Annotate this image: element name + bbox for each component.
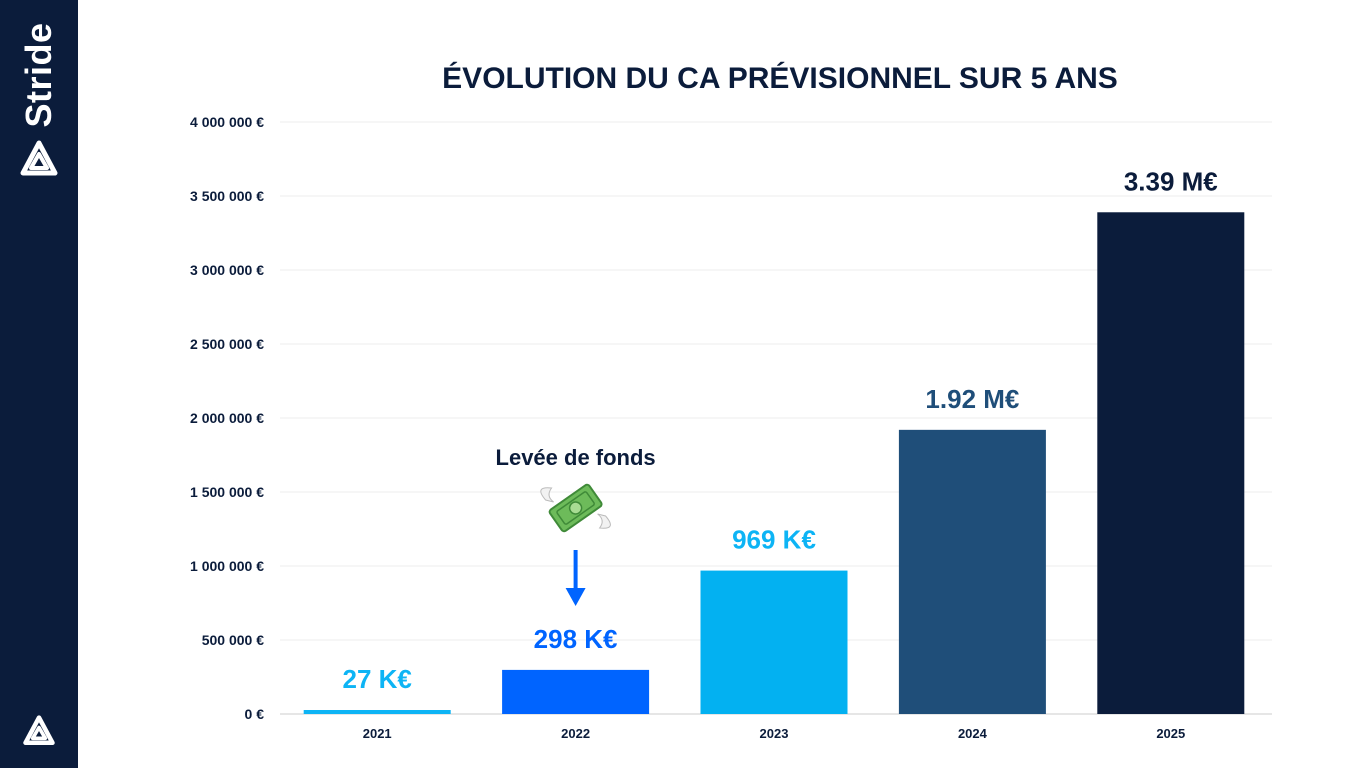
y-tick-label: 4 000 000 €	[190, 114, 264, 130]
data-label-2025: 3.39 M€	[1124, 166, 1218, 196]
y-tick-label: 2 000 000 €	[190, 410, 264, 426]
y-tick-label: 1 500 000 €	[190, 484, 264, 500]
data-label-2023: 969 K€	[732, 525, 816, 555]
y-axis-ticks: 0 € 500 000 € 1 000 000 € 1 500 000 € 2 000 …	[190, 114, 264, 722]
bar-2025	[1097, 212, 1245, 714]
x-tick-label: 2025	[1156, 726, 1185, 741]
chart-title: ÉVOLUTION DU CA PRÉVISIONNEL SUR 5 ANS	[442, 62, 1118, 95]
bar-2024	[898, 429, 1046, 714]
money-with-wings-icon	[540, 483, 611, 533]
stride-logo-icon	[20, 140, 58, 176]
bar-2022	[502, 669, 650, 714]
y-tick-label: 1 000 000 €	[190, 558, 264, 574]
down-arrow-icon	[565, 550, 586, 606]
x-tick-label: 2021	[363, 726, 392, 741]
data-label-2024: 1.92 M€	[925, 384, 1019, 414]
x-tick-label: 2023	[760, 726, 789, 741]
sidebar: Stride	[0, 0, 78, 768]
x-tick-label: 2024	[958, 726, 988, 741]
x-tick-label: 2022	[561, 726, 590, 741]
stride-logo-small-icon	[23, 715, 55, 746]
annotation: Levée de fonds	[496, 445, 656, 606]
data-label-2021: 27 K€	[343, 664, 412, 694]
bars	[303, 212, 1245, 714]
x-axis-ticks: 2021 2022 2023 2024 2025	[363, 726, 1186, 741]
data-label-2022: 298 K€	[534, 624, 618, 654]
y-tick-label: 3 500 000 €	[190, 188, 264, 204]
y-tick-label: 500 000 €	[202, 632, 264, 648]
bar-2023	[700, 570, 848, 714]
y-tick-label: 3 000 000 €	[190, 262, 264, 278]
bar-2021	[303, 710, 451, 714]
y-tick-label: 2 500 000 €	[190, 336, 264, 352]
data-labels: 27 K€ 298 K€ 969 K€ 1.92 M€ 3.39 M€	[343, 166, 1218, 694]
annotation-label: Levée de fonds	[496, 445, 656, 470]
y-tick-label: 0 €	[245, 706, 265, 722]
